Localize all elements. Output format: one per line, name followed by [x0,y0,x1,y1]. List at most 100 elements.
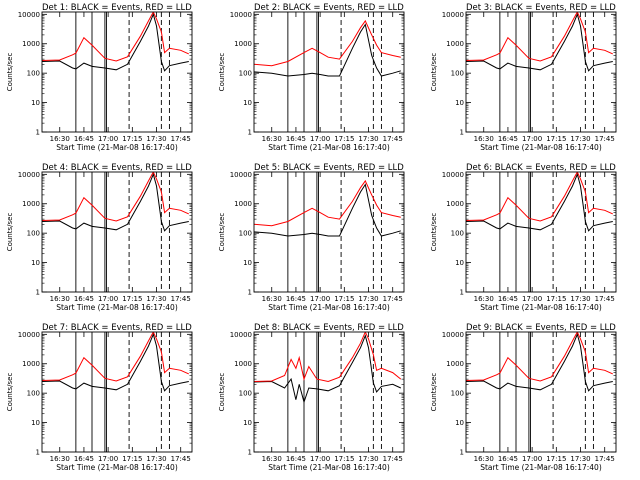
ytick-label: 100 [451,390,464,398]
panel-title: Det 4: BLACK = Events, RED = LLD [42,163,192,173]
x-axis-label: Start Time (21-Mar-08 16:17:40) [268,303,390,312]
xtick-label: 16:45 [74,295,94,303]
ytick-label: 1000 [234,40,252,48]
lld-series-line [254,332,402,383]
x-axis-label: Start Time (21-Mar-08 16:17:40) [480,463,602,472]
xtick-label: 17:15 [334,455,354,463]
xtick-label: 16:30 [474,135,494,143]
xtick-label: 16:45 [498,135,518,143]
xtick-label: 17:00 [310,295,330,303]
xtick-label: 16:30 [474,295,494,303]
xtick-label: 17:00 [310,135,330,143]
ytick-label: 100 [27,70,40,78]
x-axis-label: Start Time (21-Mar-08 16:17:40) [56,463,178,472]
xtick-label: 17:30 [570,135,590,143]
ytick-label: 1 [36,289,40,297]
panel-det-2: 1 10 100 1000 10000 16:30 16:45 17:00 17:15 17:30… [218,3,405,152]
panel-title: Det 1: BLACK = Events, RED = LLD [42,3,192,13]
xtick-label: 17:30 [146,455,166,463]
ytick-label: 10 [31,419,40,427]
ytick-label: 100 [239,70,252,78]
panel-title: Det 5: BLACK = Events, RED = LLD [254,163,404,173]
xtick-label: 17:30 [358,455,378,463]
panel-det-7: 1 10 100 1000 10000 16:30 16:45 17:00 17:15 17:30… [6,323,193,472]
y-axis-label: Counts/sec [430,53,438,92]
xtick-label: 17:00 [522,295,542,303]
panel-plot-area [254,12,401,132]
plot-frame [253,171,405,293]
ytick-label: 1 [36,449,40,457]
panel-det-4: 1 10 100 1000 10000 16:30 16:45 17:00 17:15 17:30… [6,163,193,312]
xtick-label: 16:30 [474,455,494,463]
xtick-label: 17:45 [595,135,615,143]
xtick-label: 17:15 [122,135,142,143]
ytick-label: 1000 [22,200,40,208]
panel-det-1: 1 10 100 1000 10000 16:30 16:45 17:00 17:15 17:30… [6,3,193,152]
panel-plot-area [42,172,190,292]
events-series-line [254,23,401,77]
ytick-label: 10 [31,99,40,107]
y-axis-label: Counts/sec [6,213,14,252]
plot-frame [465,11,617,133]
plot-frame [41,11,193,133]
xtick-label: 17:00 [522,455,542,463]
events-series-line [42,172,189,232]
events-series-line [254,334,402,404]
ytick-label: 100 [451,70,464,78]
xtick-label: 17:45 [383,455,403,463]
lld-series-line [42,12,190,62]
xtick-label: 17:00 [522,135,542,143]
xtick-label: 17:45 [171,135,191,143]
ytick-label: 1000 [234,360,252,368]
xtick-label: 17:15 [546,295,566,303]
ytick-label: 1000 [446,40,464,48]
ytick-label: 1000 [22,40,40,48]
xtick-label: 17:45 [595,455,615,463]
ytick-label: 1 [248,449,252,457]
xtick-label: 17:45 [383,295,403,303]
xtick-label: 16:30 [262,135,282,143]
events-series-line [42,332,189,392]
panel-det-8: 1 10 100 1000 10000 16:30 16:45 17:00 17:15 17:30… [218,323,405,472]
xtick-label: 17:00 [98,295,118,303]
events-series-line [466,12,613,72]
xtick-label: 16:45 [498,295,518,303]
panel-title: Det 8: BLACK = Events, RED = LLD [254,323,404,333]
xtick-label: 17:00 [310,455,330,463]
panel-plot-area [466,332,614,452]
xtick-label: 16:45 [74,135,94,143]
panel-title: Det 9: BLACK = Events, RED = LLD [466,323,616,333]
xtick-label: 17:30 [570,455,590,463]
xtick-label: 17:45 [595,295,615,303]
y-axis-label: Counts/sec [218,53,226,92]
ytick-label: 1 [460,129,464,137]
ytick-label: 1 [36,129,40,137]
xtick-label: 16:30 [50,455,70,463]
panel-det-6: 1 10 100 1000 10000 16:30 16:45 17:00 17:15 17:30… [430,163,617,312]
plot-frame [41,171,193,293]
ytick-label: 100 [239,390,252,398]
ytick-label: 10000 [442,171,464,179]
ytick-label: 1000 [446,360,464,368]
x-axis-label: Start Time (21-Mar-08 16:17:40) [56,303,178,312]
ytick-label: 10000 [230,11,252,19]
y-axis-label: Counts/sec [6,373,14,412]
xtick-label: 16:30 [262,295,282,303]
xtick-label: 17:30 [358,295,378,303]
xtick-label: 17:30 [570,295,590,303]
y-axis-label: Counts/sec [6,53,14,92]
plot-frame [41,331,193,453]
x-axis-label: Start Time (21-Mar-08 16:17:40) [480,143,602,152]
xtick-label: 17:30 [358,135,378,143]
panel-plot-area [42,12,190,132]
y-axis-label: Counts/sec [430,373,438,412]
panel-title: Det 3: BLACK = Events, RED = LLD [466,3,616,13]
ytick-label: 10000 [18,331,40,339]
ytick-label: 10000 [18,11,40,19]
xtick-label: 17:15 [334,135,354,143]
panel-title: Det 7: BLACK = Events, RED = LLD [42,323,192,333]
xtick-label: 16:45 [498,455,518,463]
ytick-label: 100 [27,230,40,238]
plot-frame [465,171,617,293]
x-axis-label: Start Time (21-Mar-08 16:17:40) [480,303,602,312]
